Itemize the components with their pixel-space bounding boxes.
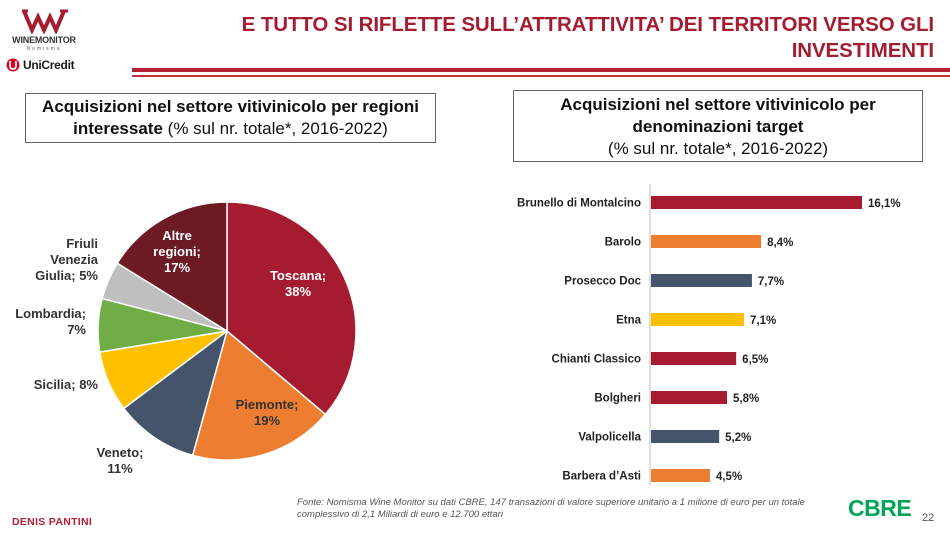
unicredit-logo-text: UniCredit bbox=[23, 58, 75, 72]
bar-chart-title-box: Acquisizioni nel settore vitivinicolo pe… bbox=[513, 90, 923, 162]
bar-category-label: Chianti Classico bbox=[552, 354, 641, 366]
pie-slice bbox=[191, 329, 327, 461]
bar-value-label: 5,8% bbox=[733, 393, 759, 405]
bar-chart-subtitle: (% sul nr. totale*, 2016-2022) bbox=[607, 139, 829, 158]
bar-value-label: 8,4% bbox=[767, 237, 793, 249]
header-rule-thin bbox=[132, 75, 950, 77]
bar-value-label: 7,7% bbox=[758, 276, 784, 288]
bar-category-label: Barbera d’Asti bbox=[562, 471, 641, 483]
pie-slice-label: Veneto; 11% bbox=[97, 445, 144, 476]
bar-category-label: Etna bbox=[616, 315, 642, 327]
bar bbox=[651, 430, 720, 443]
nomisma-logo-text: Nomisma bbox=[26, 46, 62, 52]
pie-slice-label: Toscana; 38% bbox=[270, 268, 326, 299]
bar bbox=[651, 469, 710, 482]
bar-category-label: Prosecco Doc bbox=[564, 276, 641, 288]
bar bbox=[651, 313, 745, 326]
pie-slice-label: Piemonte; 19% bbox=[236, 397, 299, 428]
source-note: Fonte: Nomisma Wine Monitor su dati CBRE… bbox=[297, 497, 805, 520]
bar bbox=[651, 235, 762, 248]
bar-value-label: 16,1% bbox=[868, 198, 901, 210]
bar-chart-title: Acquisizioni nel settore vitivinicolo pe… bbox=[560, 95, 876, 136]
bar-value-label: 5,2% bbox=[725, 432, 751, 444]
bar bbox=[651, 196, 862, 209]
winemonitor-logo-icon bbox=[22, 9, 68, 34]
bar-category-label: Barolo bbox=[605, 237, 641, 249]
bar-category-label: Bolgheri bbox=[594, 393, 641, 405]
unicredit-logo-icon bbox=[6, 58, 20, 72]
pie-slice-label: Friuli Venezia Giulia; 5% bbox=[35, 236, 99, 283]
bar bbox=[651, 274, 752, 287]
winemonitor-logo-text: WINEMONITOR bbox=[12, 35, 76, 45]
pie-slice-label: Sicilia; 8% bbox=[34, 377, 99, 392]
bar-value-label: 6,5% bbox=[742, 354, 768, 366]
bar-category-label: Valpolicella bbox=[578, 432, 641, 444]
bar-value-label: 7,1% bbox=[750, 315, 776, 327]
pie-slice bbox=[116, 201, 228, 333]
pie-chart-title: Acquisizioni nel settore vitivinicolo pe… bbox=[42, 97, 419, 138]
bar-chart: Brunello di Montalcino 16,1% Barolo 8,4% Pro… bbox=[517, 184, 901, 485]
pie-chart-subtitle: (% sul nr. totale*, 2016-2022) bbox=[167, 119, 388, 138]
pie-chart-title-box: Acquisizioni nel settore vitivinicolo pe… bbox=[25, 93, 436, 143]
author-name: DENIS PANTINI bbox=[12, 516, 93, 528]
header-rule bbox=[132, 68, 950, 72]
pie-slice bbox=[122, 329, 229, 457]
bar bbox=[651, 352, 737, 365]
page-number: 22 bbox=[922, 512, 935, 524]
pie-slice bbox=[226, 201, 357, 416]
cbre-logo: CBRE bbox=[848, 495, 912, 521]
slide-title: E TUTTO SI RIFLETTE SULL’ATTRATTIVITA’ D… bbox=[241, 13, 934, 62]
bar bbox=[651, 391, 728, 404]
pie-chart: Toscana; 38% Piemonte; 19% Veneto; 11% Sicilia… bbox=[15, 201, 357, 476]
bar-category-label: Brunello di Montalcino bbox=[517, 198, 641, 210]
bar-value-label: 4,5% bbox=[716, 471, 742, 483]
unicredit-logo: UniCredit bbox=[6, 57, 88, 73]
pie-slice-label: Lombardia; 7% bbox=[15, 306, 86, 337]
pie-slice-label: Altre regioni; 17% bbox=[153, 228, 201, 275]
